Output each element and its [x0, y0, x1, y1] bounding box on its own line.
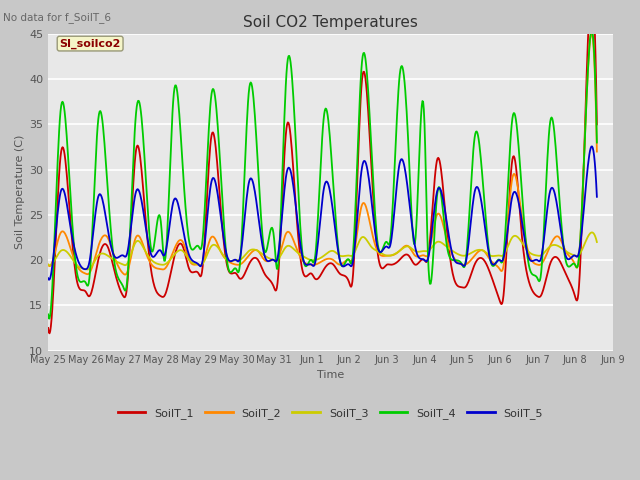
X-axis label: Time: Time — [317, 370, 344, 380]
Title: Soil CO2 Temperatures: Soil CO2 Temperatures — [243, 15, 418, 30]
Y-axis label: Soil Temperature (C): Soil Temperature (C) — [15, 135, 25, 250]
Text: No data for f_SoilT_6: No data for f_SoilT_6 — [3, 12, 111, 23]
Text: SI_soilco2: SI_soilco2 — [60, 38, 121, 49]
Legend: SoilT_1, SoilT_2, SoilT_3, SoilT_4, SoilT_5: SoilT_1, SoilT_2, SoilT_3, SoilT_4, Soil… — [113, 404, 548, 423]
